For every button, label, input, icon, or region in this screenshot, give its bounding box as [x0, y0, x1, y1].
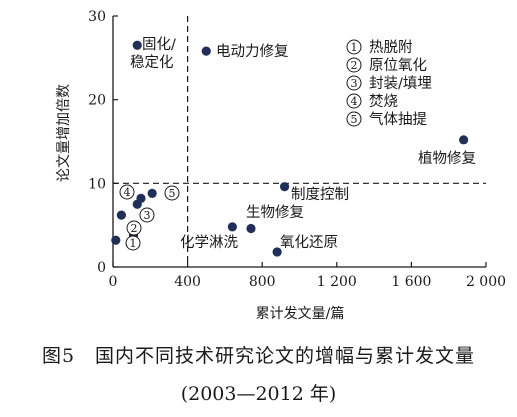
y-tick-label: 20	[88, 93, 106, 109]
circled-label-5: 5	[164, 185, 180, 201]
y-tick-label: 0	[97, 260, 106, 276]
legend-marker: 5	[351, 113, 358, 126]
legend-item: 3 封装/填埋	[346, 75, 432, 92]
x-tick-label: 800	[249, 274, 276, 290]
legend-marker: 1	[351, 41, 358, 54]
legend: 1 热脱附 2 原位氧化 3 封装/填埋 4 焚烧 5 气体抽提	[346, 39, 432, 128]
data-points	[111, 40, 469, 257]
data-point	[246, 223, 256, 234]
data-point	[201, 46, 211, 56]
figure-caption: 图5 国内不同技术研究论文的增幅与累计发文量	[41, 345, 476, 367]
data-point	[116, 210, 126, 220]
legend-label: 焚烧	[369, 93, 398, 110]
x-tick-label: 1 600	[391, 274, 431, 290]
x-tick-label: 2 000	[466, 274, 506, 290]
legend-marker: 3	[351, 77, 358, 90]
y-axis-title: 论文量增加倍数	[56, 84, 72, 182]
svg-text:2: 2	[131, 222, 138, 235]
svg-text:4: 4	[124, 186, 131, 199]
x-tick-label: 1 200	[317, 274, 357, 290]
data-point	[136, 193, 146, 203]
point-label-solidification-1: 固化/	[142, 36, 176, 53]
circled-label-2: 2	[126, 220, 142, 236]
point-label-institutional: 制度控制	[291, 186, 349, 203]
legend-item: 2 原位氧化	[346, 57, 427, 74]
x-tick-label: 0	[109, 274, 118, 290]
legend-label: 原位氧化	[369, 57, 427, 74]
y-tick-label: 30	[88, 9, 106, 25]
data-point	[147, 188, 157, 198]
y-tick-label: 10	[88, 176, 106, 192]
x-tick-label: 400	[174, 274, 201, 290]
legend-label: 气体抽提	[369, 111, 427, 128]
data-point	[111, 235, 121, 245]
legend-item: 5 气体抽提	[346, 111, 427, 128]
legend-marker: 4	[351, 95, 358, 108]
figure-caption-years: (2003—2012 年)	[180, 383, 337, 405]
point-label-redox: 氧化还原	[280, 234, 338, 251]
point-label-chemical-washing: 化学淋洗	[180, 234, 238, 251]
circled-label-4: 4	[119, 184, 135, 200]
circled-label-3: 3	[139, 207, 155, 223]
data-point	[459, 135, 469, 145]
axis-ticks: 0 400 800 1 200 1 600 2 000 0 10 20 30	[88, 9, 506, 290]
circled-label-1: 1	[125, 235, 141, 251]
svg-text:5: 5	[169, 187, 176, 200]
svg-text:3: 3	[144, 209, 151, 222]
data-point	[132, 40, 142, 50]
reference-lines	[113, 16, 486, 267]
data-point	[272, 247, 282, 257]
x-axis-title: 累计发文量/篇	[256, 306, 345, 322]
legend-marker: 2	[351, 59, 358, 72]
point-label-bioremediation: 生物修复	[246, 203, 304, 221]
svg-text:1: 1	[130, 237, 137, 250]
point-label-phytoremediation: 植物修复	[418, 149, 476, 167]
legend-label: 热脱附	[369, 39, 413, 56]
data-point	[279, 182, 290, 192]
legend-item: 1 热脱附	[346, 39, 413, 56]
point-label-solidification-2: 稳定化	[130, 54, 174, 71]
data-point	[227, 222, 237, 232]
legend-label: 封装/填埋	[369, 75, 432, 92]
point-label-electrokinetic: 电动力修复	[216, 42, 289, 60]
legend-item: 4 焚烧	[346, 93, 398, 110]
